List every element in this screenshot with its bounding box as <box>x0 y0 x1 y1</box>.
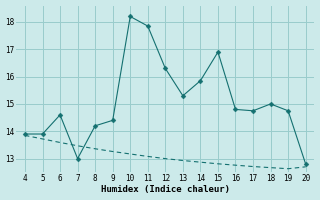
X-axis label: Humidex (Indice chaleur): Humidex (Indice chaleur) <box>101 185 230 194</box>
